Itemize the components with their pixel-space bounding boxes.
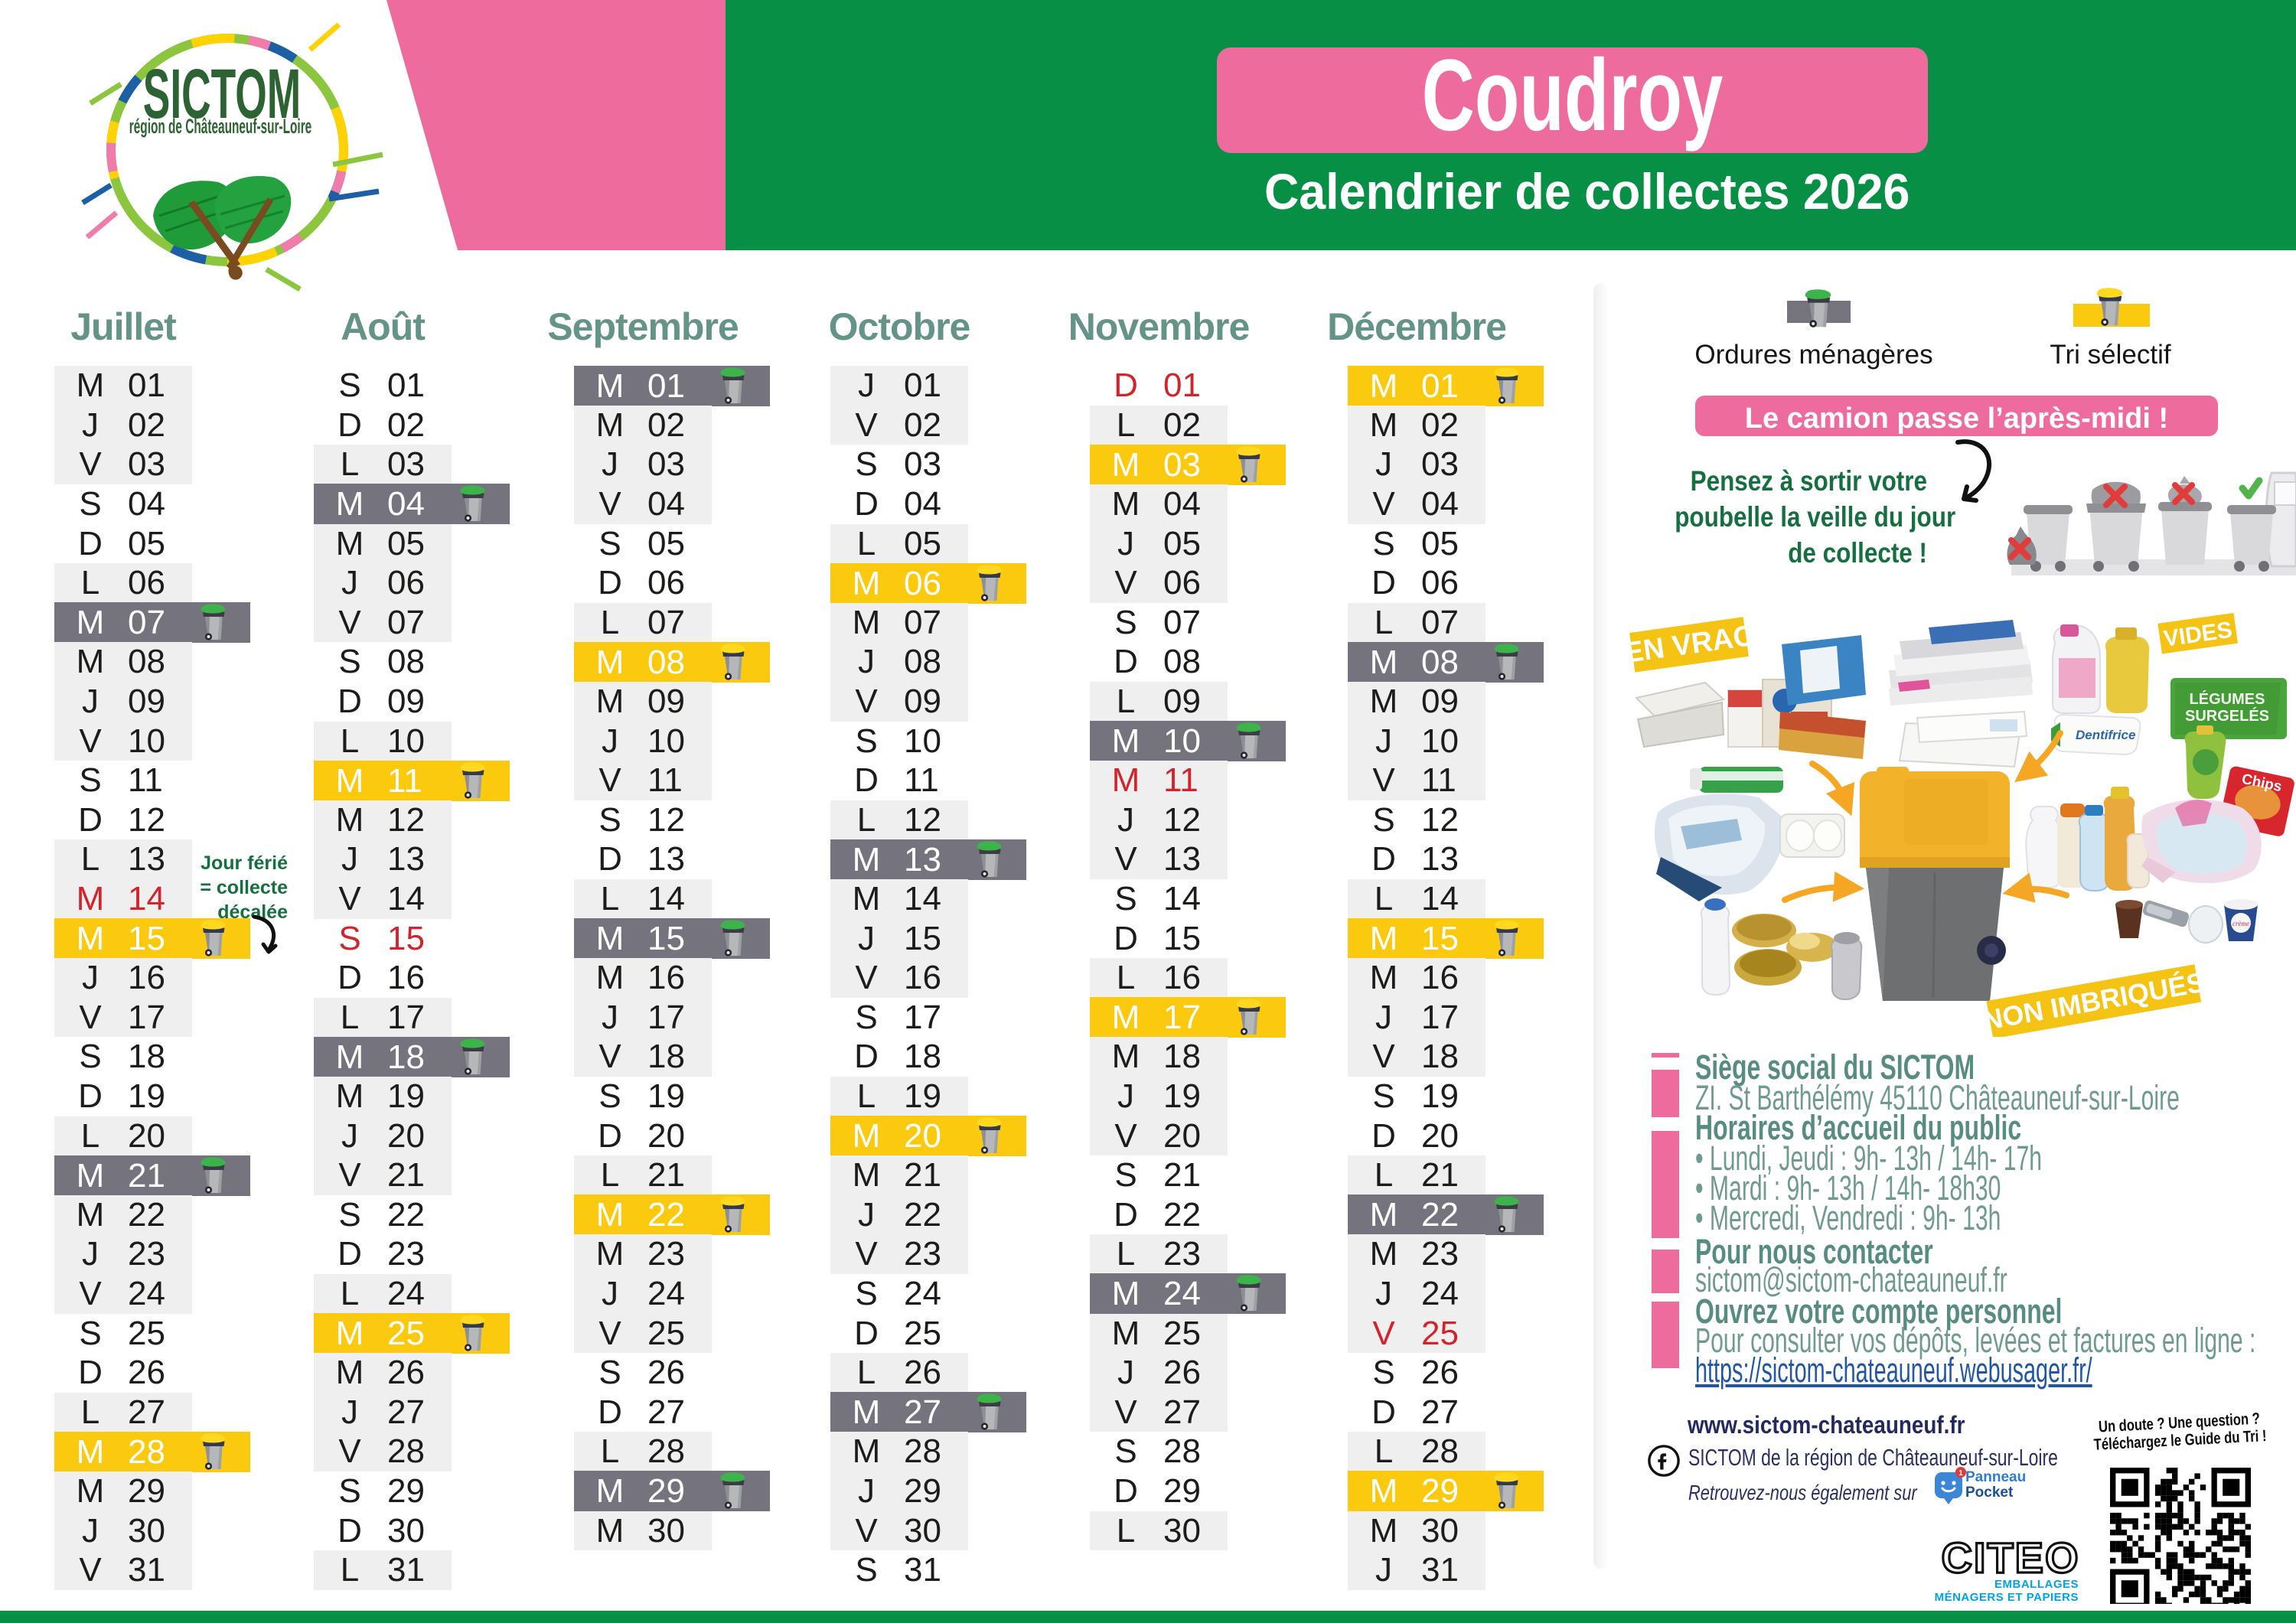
svg-text:Panneau: Panneau [1965,1469,2026,1485]
svg-text:1: 1 [1958,1469,1963,1478]
svg-text:crème: crème [2232,920,2249,927]
svg-text:SURGELÉS: SURGELÉS [2185,707,2269,725]
svg-text:région de Châteauneuf-sur-Loir: région de Châteauneuf-sur-Loire [129,114,312,138]
svg-text:Pocket: Pocket [1965,1484,2014,1501]
svg-text:Dentifrice: Dentifrice [2076,728,2135,742]
svg-text:SICTOM: SICTOM [143,54,301,133]
svg-text:NON IMBRIQUÉS: NON IMBRIQUÉS [1980,966,2207,1036]
svg-text:LÉGUMES: LÉGUMES [2190,690,2265,708]
